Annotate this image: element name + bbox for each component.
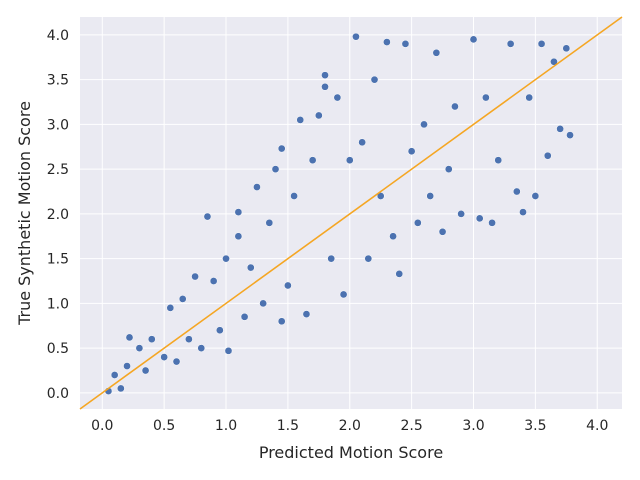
- data-point: [284, 281, 292, 290]
- x-tick-label: 1.5: [277, 418, 299, 434]
- x-tick-label: 3.5: [524, 418, 546, 434]
- y-tick-label: 1.0: [47, 296, 69, 312]
- x-axis-label: Predicted Motion Score: [259, 443, 443, 462]
- data-point: [389, 232, 397, 241]
- data-point: [185, 335, 193, 344]
- y-tick-label: 4.0: [47, 28, 69, 44]
- data-point: [110, 371, 119, 379]
- data-point: [308, 156, 317, 165]
- data-point: [531, 192, 540, 200]
- y-axis-label: True Synthetic Motion Score: [15, 101, 34, 326]
- data-point: [277, 317, 286, 326]
- x-tick-labels: 0.0 0.5 1.0 1.5 2.0 2.5 3.0 3.5 4.0: [91, 418, 608, 434]
- data-point: [314, 111, 323, 120]
- data-point: [296, 116, 305, 124]
- x-tick-label: 1.0: [215, 418, 237, 434]
- data-point: [370, 75, 379, 84]
- data-point: [135, 344, 144, 352]
- data-point: [345, 156, 354, 165]
- data-point: [566, 131, 574, 139]
- x-tick-label: 2.0: [339, 418, 361, 434]
- data-point: [302, 310, 311, 318]
- x-tick-label: 0.5: [153, 418, 175, 434]
- y-tick-label: 2.5: [47, 162, 69, 178]
- data-point: [203, 212, 212, 221]
- data-point: [525, 93, 534, 102]
- data-point: [413, 218, 422, 227]
- x-tick-label: 4.0: [586, 418, 608, 434]
- data-point: [209, 277, 218, 285]
- data-point: [543, 151, 552, 160]
- data-point: [537, 40, 546, 48]
- data-point: [259, 299, 267, 308]
- data-point: [494, 156, 503, 165]
- x-tick-label: 0.0: [91, 418, 113, 434]
- y-tick-labels: 0.0 0.5 1.0 1.5 2.0 2.5 3.0 3.5 4.0: [47, 28, 69, 402]
- data-point: [475, 214, 484, 223]
- data-point: [125, 333, 134, 342]
- data-point: [438, 227, 447, 236]
- data-point: [519, 208, 527, 216]
- data-point: [166, 304, 175, 312]
- data-point: [556, 125, 564, 133]
- data-point: [147, 335, 156, 344]
- data-point: [420, 120, 428, 129]
- data-point: [172, 357, 181, 366]
- x-tick-label: 2.5: [401, 418, 423, 434]
- data-point: [240, 312, 249, 321]
- data-point: [327, 254, 336, 263]
- data-point: [321, 71, 329, 80]
- x-tick-label: 3.0: [462, 418, 484, 434]
- data-point: [512, 187, 521, 196]
- y-tick-label: 3.0: [47, 117, 69, 133]
- data-point: [234, 232, 243, 241]
- data-point: [224, 346, 233, 355]
- data-point: [426, 192, 435, 200]
- data-point: [451, 102, 459, 111]
- data-point: [401, 40, 410, 48]
- data-point: [364, 254, 373, 263]
- data-point: [178, 295, 187, 303]
- data-point: [160, 353, 168, 361]
- data-point: [234, 208, 243, 216]
- data-point: [506, 40, 515, 48]
- y-tick-label: 3.5: [47, 73, 69, 89]
- data-point: [191, 272, 199, 281]
- y-tick-label: 0.5: [47, 341, 69, 357]
- data-point: [395, 270, 404, 278]
- data-point: [457, 210, 465, 218]
- data-point: [482, 93, 490, 102]
- data-point: [246, 263, 255, 272]
- data-point: [432, 48, 441, 57]
- data-point: [383, 38, 391, 46]
- data-point: [407, 147, 416, 156]
- data-point: [321, 82, 329, 91]
- data-point: [215, 326, 224, 335]
- data-point: [271, 165, 280, 173]
- data-point: [123, 362, 131, 370]
- data-point: [339, 290, 348, 299]
- data-point: [253, 183, 261, 191]
- data-point: [290, 192, 298, 200]
- data-point: [562, 44, 571, 53]
- data-point: [222, 254, 230, 263]
- data-point: [444, 165, 453, 173]
- data-point: [265, 218, 274, 227]
- data-point: [197, 344, 206, 352]
- data-point: [469, 35, 478, 44]
- data-point: [488, 218, 496, 227]
- y-tick-label: 2.0: [47, 207, 69, 223]
- data-point: [141, 366, 150, 375]
- identity-reference-line: [79, 16, 623, 410]
- data-point: [333, 93, 342, 102]
- data-point: [116, 384, 125, 393]
- data-point: [358, 138, 366, 147]
- y-tick-label: 0.0: [47, 386, 69, 402]
- y-tick-label: 1.5: [47, 252, 69, 268]
- data-point: [352, 32, 360, 41]
- data-point: [277, 144, 286, 153]
